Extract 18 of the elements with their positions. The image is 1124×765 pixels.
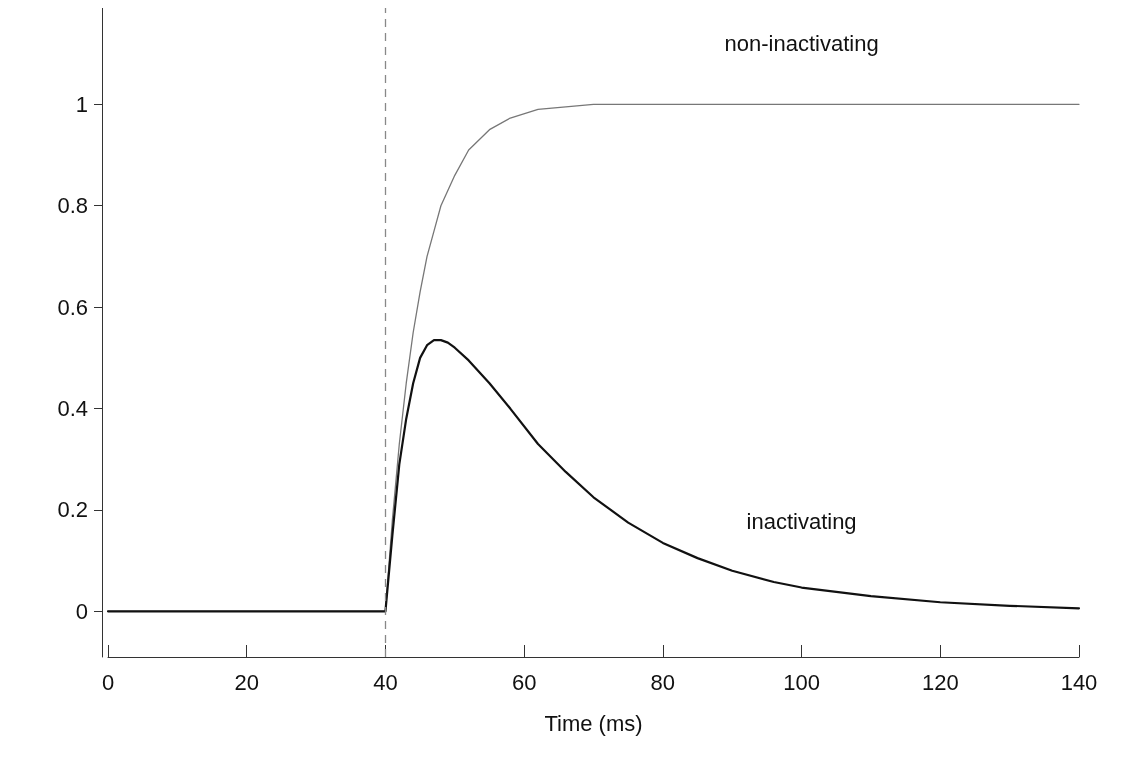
x-tick-label: 0 bbox=[101, 669, 115, 695]
x-tick-label: 140 bbox=[1060, 669, 1098, 695]
x-tick-label: 120 bbox=[921, 669, 959, 695]
y-tick-label: 0.4 bbox=[57, 396, 88, 422]
line-series bbox=[106, 339, 1081, 613]
series-label: inactivating bbox=[746, 509, 857, 535]
y-tick-label: 0.6 bbox=[57, 294, 88, 320]
x-tick-label: 20 bbox=[234, 669, 259, 695]
x-tick-label: 100 bbox=[783, 669, 820, 695]
y-tick-label: 0 bbox=[75, 598, 88, 624]
y-tick-label: 0.2 bbox=[57, 497, 88, 523]
text: non-inactivating bbox=[724, 30, 879, 56]
x-tick-label: 60 bbox=[511, 669, 537, 695]
x-tick-label: 80 bbox=[650, 669, 676, 695]
y-tick-label: 1 bbox=[75, 91, 88, 117]
y-tick-label: 0.8 bbox=[57, 193, 88, 219]
x-axis-title: Time (ms) bbox=[544, 710, 643, 736]
x-tick-label: 40 bbox=[373, 669, 398, 695]
